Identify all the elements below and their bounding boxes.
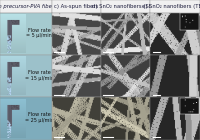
Text: Flow rate
= 25 μl/min: Flow rate = 25 μl/min	[25, 112, 53, 123]
Text: e) SnO₂ nanofibers (TEM): e) SnO₂ nanofibers (TEM)	[142, 4, 200, 9]
Text: Sn precursor-PVA fibers: Sn precursor-PVA fibers	[0, 4, 57, 9]
Text: Flow rate
= 15 μl/min: Flow rate = 15 μl/min	[25, 70, 53, 81]
Text: Flow rate
= 5 μl/min: Flow rate = 5 μl/min	[26, 28, 52, 38]
Text: c) As-spun fibers: c) As-spun fibers	[54, 4, 99, 9]
Text: d) SnO₂ nanofibers (SEM): d) SnO₂ nanofibers (SEM)	[92, 4, 159, 9]
